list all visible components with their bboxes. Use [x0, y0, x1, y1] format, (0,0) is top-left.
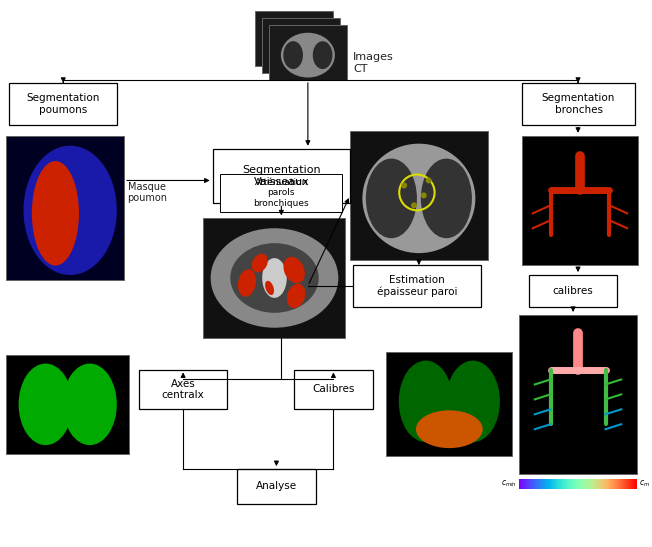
- Text: Axes
centralx: Axes centralx: [162, 379, 205, 400]
- Circle shape: [411, 202, 417, 208]
- Bar: [350, 131, 488, 260]
- Bar: [9, 83, 117, 125]
- Ellipse shape: [252, 254, 268, 272]
- Bar: [213, 149, 350, 203]
- Text: Estimation
épaisseur paroi: Estimation épaisseur paroi: [377, 275, 457, 297]
- Circle shape: [426, 177, 432, 183]
- Bar: [269, 25, 347, 80]
- Text: Atténuation
parols
bronchiques: Atténuation parols bronchiques: [254, 178, 309, 208]
- Text: calibres: calibres: [553, 286, 593, 296]
- Bar: [261, 18, 340, 73]
- Ellipse shape: [262, 258, 287, 298]
- Text: Segmentation
bronches: Segmentation bronches: [542, 93, 615, 115]
- Bar: [237, 469, 316, 504]
- Bar: [139, 370, 228, 409]
- Ellipse shape: [421, 159, 472, 238]
- Bar: [522, 136, 638, 265]
- Bar: [203, 218, 345, 337]
- Circle shape: [421, 193, 427, 199]
- Ellipse shape: [32, 161, 79, 265]
- Text: Segmentation
poumons: Segmentation poumons: [27, 93, 100, 115]
- Bar: [220, 173, 342, 212]
- Bar: [294, 370, 373, 409]
- Ellipse shape: [416, 410, 482, 448]
- Ellipse shape: [265, 281, 274, 295]
- Bar: [522, 83, 635, 125]
- Text: $c_{min}$: $c_{min}$: [501, 479, 517, 489]
- Ellipse shape: [287, 284, 305, 308]
- Bar: [7, 354, 129, 454]
- Ellipse shape: [284, 41, 303, 69]
- Circle shape: [401, 183, 407, 188]
- Text: Analyse: Analyse: [256, 481, 297, 491]
- Bar: [7, 136, 124, 280]
- Bar: [255, 11, 333, 66]
- Text: Segmentation
Vaisseaux: Segmentation Vaisseaux: [242, 165, 321, 187]
- Ellipse shape: [446, 360, 500, 442]
- Ellipse shape: [366, 159, 417, 238]
- Text: Masque
poumon: Masque poumon: [126, 182, 167, 203]
- Bar: [353, 265, 481, 307]
- Ellipse shape: [238, 269, 256, 296]
- Bar: [387, 352, 512, 456]
- Bar: [519, 315, 637, 474]
- Text: Calibres: Calibres: [312, 385, 355, 394]
- Text: $c_m$: $c_m$: [639, 479, 650, 489]
- Bar: [529, 275, 617, 307]
- Ellipse shape: [281, 33, 335, 78]
- Ellipse shape: [211, 228, 338, 328]
- Ellipse shape: [363, 144, 475, 253]
- Ellipse shape: [230, 243, 319, 313]
- Ellipse shape: [313, 41, 333, 69]
- Text: Images
CT: Images CT: [353, 53, 394, 74]
- Ellipse shape: [399, 360, 452, 442]
- Ellipse shape: [23, 146, 117, 275]
- Ellipse shape: [63, 364, 117, 445]
- Ellipse shape: [18, 364, 72, 445]
- Ellipse shape: [284, 257, 305, 283]
